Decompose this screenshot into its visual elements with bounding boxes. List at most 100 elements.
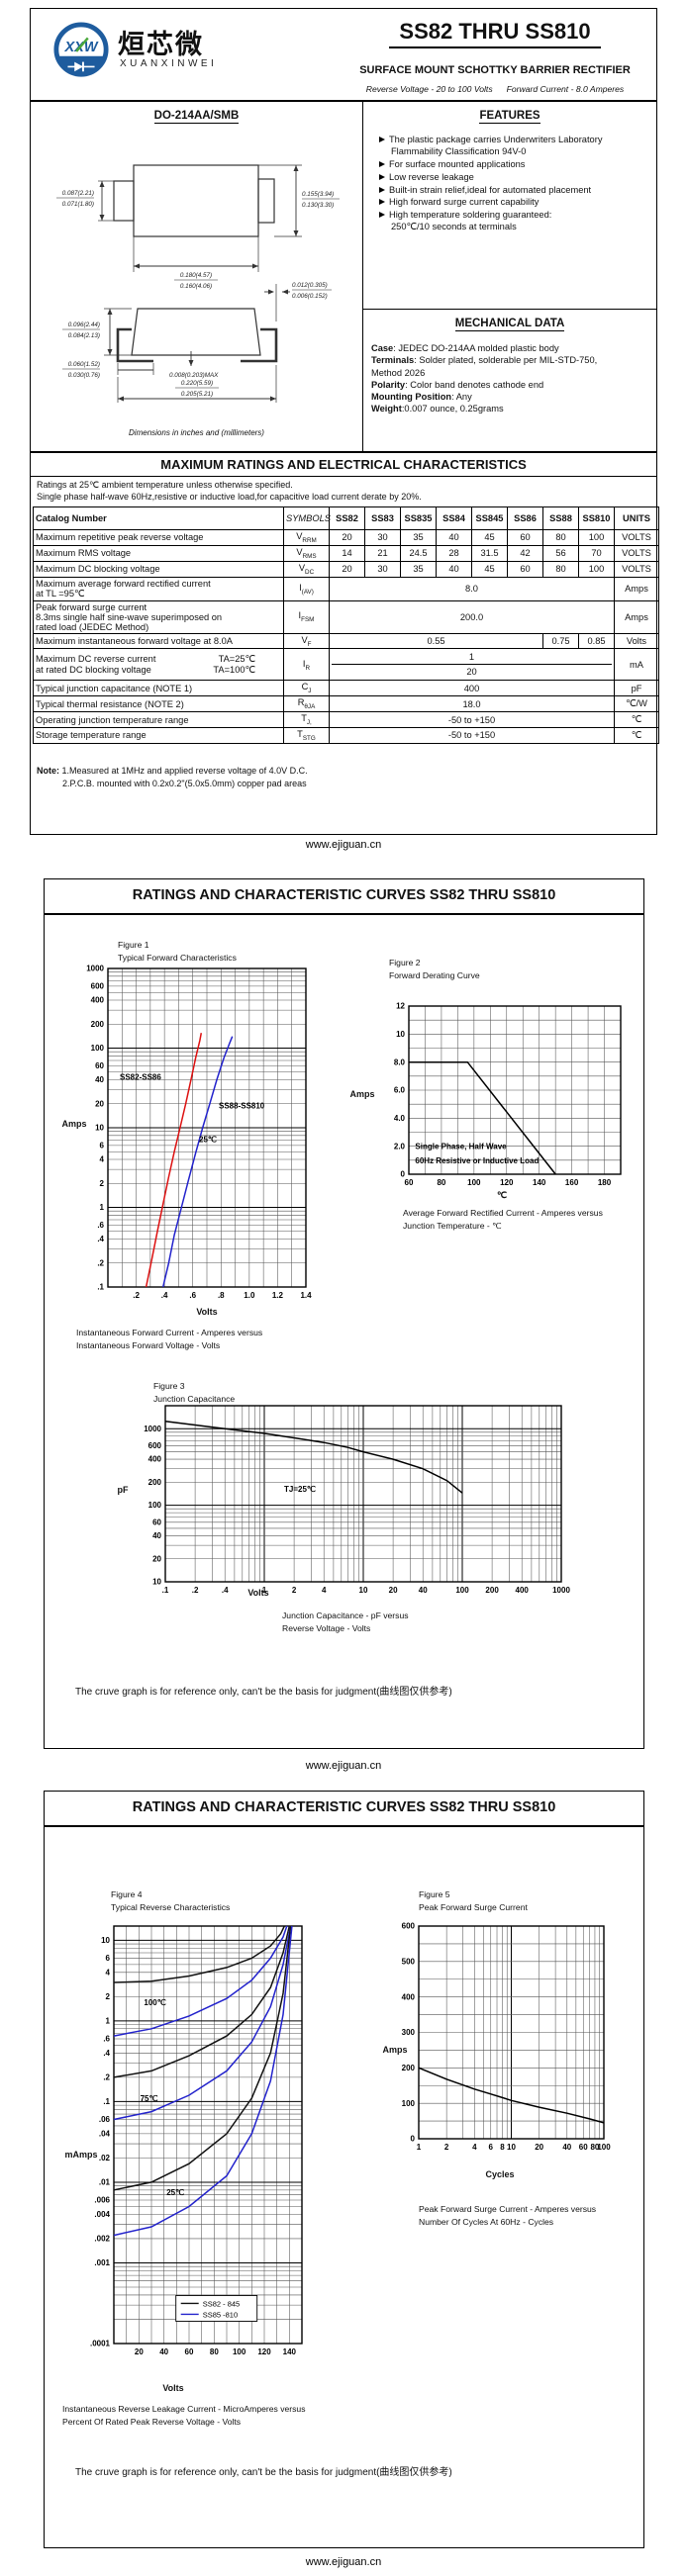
package-outline-drawing: 0.087(2.21) 0.071(1.80) 0.155(3.94) 0.13…	[56, 164, 340, 403]
value-cell: 60	[507, 529, 543, 546]
datasheet-page-2: RATINGS AND CHARACTERISTIC CURVES SS82 T…	[44, 878, 644, 1749]
value-cell: 100	[578, 529, 615, 546]
svg-text:120: 120	[257, 2347, 271, 2356]
svg-text:40: 40	[419, 1586, 428, 1595]
figure2-y-unit: Amps	[349, 1089, 375, 1099]
mech-line: Weight:0.007 ounce, 0.25grams	[371, 404, 504, 414]
feature-text: High temperature soldering guaranteed: 2…	[389, 210, 552, 232]
package-name: DO-214AA/SMB	[31, 110, 362, 124]
value-cell: 80	[542, 529, 579, 546]
unit-cell: Amps	[614, 576, 659, 601]
svg-text:.4: .4	[97, 1235, 104, 1243]
feature-text: The plastic package carries Underwriters…	[389, 135, 603, 156]
svg-text:6.0: 6.0	[394, 1086, 406, 1095]
row-symbol: VDC	[283, 560, 330, 578]
svg-text:140: 140	[283, 2347, 297, 2356]
feature-item: High temperature soldering guaranteed: 2…	[379, 210, 654, 233]
svg-text:2: 2	[100, 1179, 105, 1188]
value-cell: 56	[542, 544, 579, 562]
svg-text:60: 60	[405, 1178, 414, 1187]
figure-title: Peak Forward Surge Current	[419, 1901, 528, 1912]
row-symbol: CJ	[283, 680, 330, 697]
ratings-summary-line: Reverse Voltage - 20 to 100 Volts Forward…	[336, 84, 654, 94]
figure1-caption: Instantaneous Forward Current - Amperes …	[76, 1328, 263, 1351]
svg-text:.6: .6	[189, 1291, 196, 1300]
svg-text:300: 300	[402, 2028, 416, 2037]
row-symbol: IR	[283, 648, 330, 682]
dim-overall-length-max: 0.220(5.59)	[181, 380, 213, 387]
table-row-ifsm: Peak forward surge current 8.3ms single h…	[33, 599, 659, 634]
mechanical-title-text: MECHANICAL DATA	[454, 318, 565, 331]
figure4-caption: Instantaneous Reverse Leakage Current - …	[62, 2404, 306, 2428]
feature-text: High forward surge current capability	[389, 197, 540, 208]
svg-text:.2: .2	[97, 1258, 104, 1267]
site-url: www.ejiguan.cn	[305, 2556, 382, 2568]
curves-section-title: RATINGS AND CHARACTERISTIC CURVES SS82 T…	[45, 1792, 643, 1827]
svg-text:.6: .6	[103, 2035, 110, 2044]
svg-text:60: 60	[95, 1061, 104, 1070]
reference-disclaimer: The cruve graph is for reference only, c…	[75, 2467, 452, 2478]
dimensions-caption: Dimensions in inches and (millimeters)	[129, 428, 264, 437]
figure3-x-unit: Volts	[247, 1588, 269, 1598]
bullet-arrow-icon	[379, 173, 385, 180]
dim-standoff-max: 0.008(0.203)MAX	[169, 372, 219, 379]
row-symbol: VRRM	[283, 529, 330, 546]
svg-text:6: 6	[489, 2143, 494, 2152]
svg-text:60: 60	[152, 1518, 161, 1526]
svg-text:60: 60	[185, 2347, 194, 2356]
figure-number: Figure 1	[118, 940, 149, 950]
feature-item: High forward surge current capability	[379, 197, 654, 209]
figure-title: Forward Derating Curve	[389, 969, 480, 980]
svg-text:20: 20	[95, 1099, 104, 1108]
header-part: SS845	[471, 506, 508, 530]
value-cell: 20	[329, 560, 365, 578]
dim-terminal-width-min: 0.071(1.80)	[62, 201, 94, 208]
value-cell: 35	[400, 560, 437, 578]
svg-text:.2: .2	[133, 1291, 140, 1300]
row-label: Maximum DC blocking voltage	[33, 560, 284, 578]
svg-text:.02: .02	[99, 2154, 111, 2162]
row-label: Maximum instantaneous forward voltage at…	[33, 632, 284, 650]
svg-text:400: 400	[91, 996, 105, 1005]
svg-text:160: 160	[565, 1178, 579, 1187]
svg-text:100: 100	[148, 1501, 162, 1510]
header-part: SS835	[400, 506, 437, 530]
row-symbol: VRMS	[283, 544, 330, 562]
svg-text:Single Phase, Half Wave: Single Phase, Half Wave	[415, 1143, 507, 1151]
svg-text:.1: .1	[103, 2097, 110, 2106]
header-divider	[31, 100, 656, 102]
svg-text:500: 500	[402, 1957, 416, 1966]
feature-text: Low reverse leakage	[389, 171, 474, 182]
mechanical-data-title: MECHANICAL DATA	[362, 318, 657, 331]
datasheet-page-1: XXW 烜芯微 XUANXINWEI SS82 THRU SS810 SURFA…	[30, 8, 659, 835]
dim-body-width-max: 0.155(3.94)	[302, 191, 334, 198]
svg-text:20: 20	[135, 2347, 144, 2356]
svg-text:1: 1	[106, 2016, 111, 2025]
dim-terminal-length-max: 0.060(1.52)	[68, 361, 100, 368]
dim-body-length-min: 0.160(4.06)	[180, 283, 212, 290]
value-cell: 400	[329, 680, 615, 697]
table-row-vrms: Maximum RMS voltage VRMS 14 21 24.5 28 3…	[33, 544, 659, 562]
value-cell: 8.0	[329, 576, 615, 601]
row-label: Maximum RMS voltage	[33, 544, 284, 562]
svg-text:10: 10	[95, 1124, 104, 1133]
svg-text:TJ=25℃: TJ=25℃	[284, 1485, 316, 1494]
row-symbol: IFSM	[283, 599, 330, 634]
header-symbols: SYMBOLS	[283, 506, 331, 530]
mech-line: Polarity: Color band denotes cathode end	[371, 379, 544, 390]
note-line-2: 2.P.C.B. mounted with 0.2x0.2"(5.0x5.0mm…	[62, 779, 307, 789]
part-number-title: SS82 THRU SS810	[336, 19, 654, 48]
value-cell: 0.55	[329, 632, 543, 650]
dim-terminal-length-min: 0.030(0.76)	[68, 372, 100, 379]
figure1-forward-characteristics-chart: 1000 600 400 200 100 60 40 20 10 6 4 2 1 .6 .4 .2 .1 .2 .4…	[86, 965, 312, 1300]
row-label: Maximum DC reverse current TA=25℃ at rate…	[33, 648, 284, 682]
svg-text:10: 10	[359, 1586, 368, 1595]
value-cell: 35	[400, 529, 437, 546]
part-number-text: SS82 THRU SS810	[389, 19, 601, 48]
svg-text:10: 10	[396, 1030, 405, 1039]
svg-text:180: 180	[598, 1178, 612, 1187]
figure3-y-unit: pF	[117, 1485, 129, 1495]
header-part: SS810	[578, 506, 615, 530]
dim-body-length-max: 0.180(4.57)	[180, 272, 212, 279]
svg-text:1: 1	[262, 1586, 267, 1595]
